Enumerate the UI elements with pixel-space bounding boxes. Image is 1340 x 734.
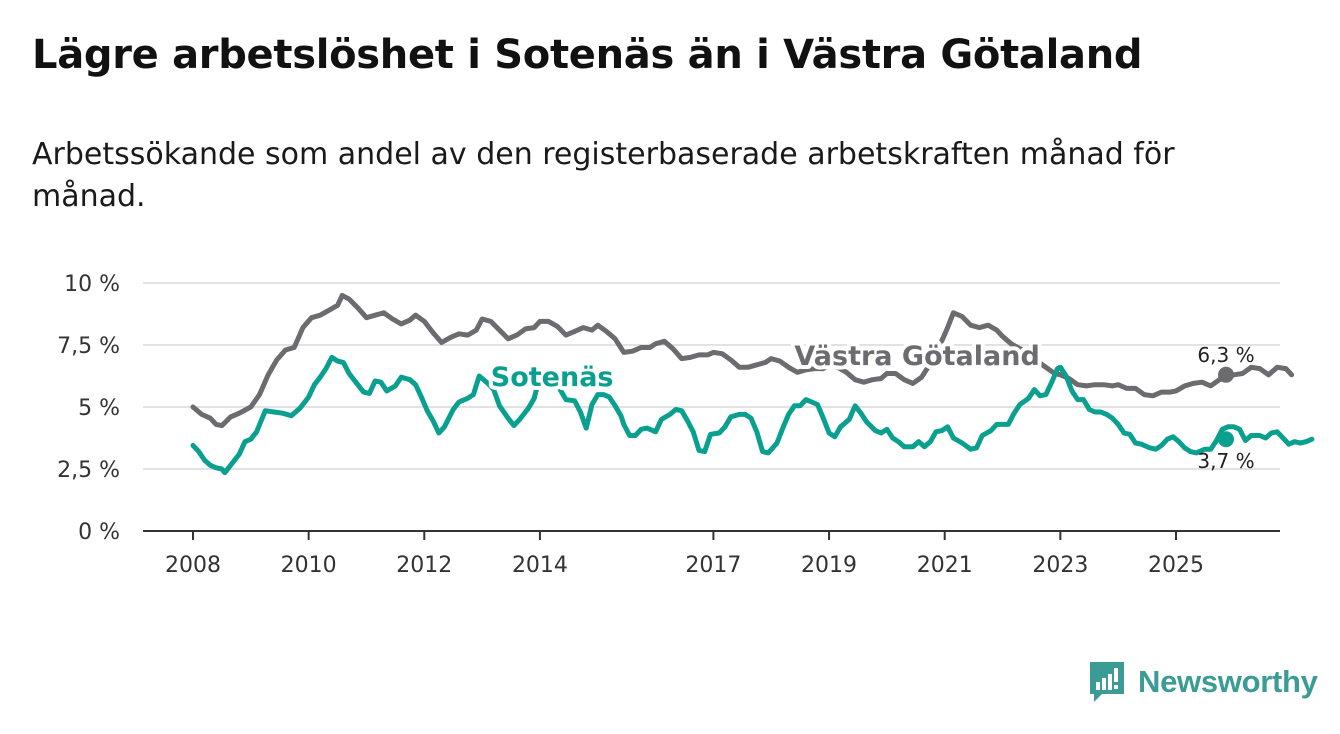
series-line-vastra-gotaland <box>190 292 1295 429</box>
series-end-marker <box>1218 431 1234 448</box>
y-tick-label: 7,5 % <box>57 334 120 359</box>
series-end-label: 3,7 % <box>1197 449 1254 473</box>
x-tick-label: 2021 <box>917 553 973 578</box>
y-tick-label: 0 % <box>78 520 120 545</box>
x-tick-label: 2025 <box>1148 553 1204 578</box>
series-label-sotenas: Sotenäs <box>491 362 614 393</box>
series-line-sotenas <box>190 354 1315 476</box>
y-tick-label: 2,5 % <box>57 458 120 483</box>
x-tick-label: 2012 <box>396 553 452 578</box>
series-end-marker <box>1218 366 1234 383</box>
y-tick-label: 5 % <box>78 396 120 421</box>
series-label-vastra-gotaland: Västra Götaland <box>794 341 1039 372</box>
x-tick-label: 2008 <box>165 553 221 578</box>
brand-name: Newsworthy <box>1138 664 1318 699</box>
x-tick-label: 2010 <box>281 553 337 578</box>
x-tick-label: 2023 <box>1032 553 1088 578</box>
x-tick-label: 2014 <box>512 553 568 578</box>
x-tick-label: 2019 <box>801 553 857 578</box>
chart-subtitle: Arbetssökande som andel av den registerb… <box>32 137 1175 214</box>
newsworthy-logo: Newsworthy <box>1088 660 1318 704</box>
series-end-label: 6,3 % <box>1197 343 1254 367</box>
y-tick-label: 10 % <box>64 272 120 297</box>
x-tick-label: 2017 <box>685 553 741 578</box>
newsworthy-logo-icon <box>1090 662 1124 702</box>
chart-title: Lägre arbetslöshet i Sotenäs än i Västra… <box>32 32 1143 78</box>
